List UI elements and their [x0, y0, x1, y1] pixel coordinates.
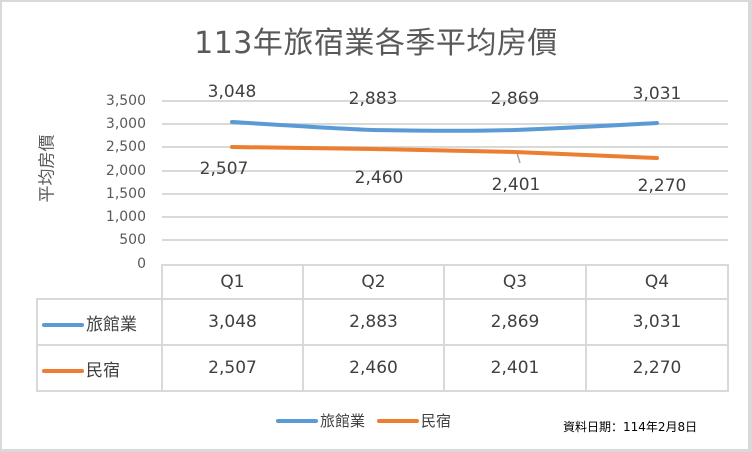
table-header-row: Q1 Q2 Q3 Q4 [37, 264, 729, 300]
source-note: 資料日期：114年2月8日 [563, 420, 698, 434]
table-row: 民宿 2,507 2,460 2,401 2,270 [36, 344, 729, 392]
data-label-bnb-q4: 2,270 [637, 176, 687, 196]
table-cell: 2,869 [443, 298, 587, 346]
table-cell: 2,507 [161, 344, 304, 392]
table-cell: 2,401 [443, 344, 587, 392]
data-table: Q1 Q2 Q3 Q4 旅館業 3,048 2,883 2,869 3,031 … [36, 264, 729, 392]
y-tick-500: 500 [119, 232, 146, 248]
table-row-label-bnb: 民宿 [36, 344, 163, 392]
table-cell: 3,048 [161, 298, 304, 346]
table-row: 旅館業 3,048 2,883 2,869 3,031 [36, 298, 729, 346]
table-header-q3: Q3 [443, 264, 587, 300]
legend-key-bnb-icon [42, 368, 84, 373]
table-row-label-text: 旅館業 [86, 314, 137, 335]
chart-title: 113年旅宿業各季平均房價 [194, 26, 558, 61]
series-line-hotel [230, 120, 659, 133]
data-label-hotel-q2: 2,883 [348, 89, 398, 109]
legend-item-bnb: 民宿 [377, 410, 451, 431]
legend-key-hotel-icon [42, 322, 84, 327]
legend-label-bnb: 民宿 [421, 412, 452, 430]
y-tick-1500: 1,500 [105, 186, 146, 202]
y-tick-3000: 3,000 [105, 116, 146, 132]
table-cell: 3,031 [585, 298, 729, 346]
leader-line [516, 152, 521, 164]
table-row-label-hotel: 旅館業 [36, 298, 163, 346]
data-label-hotel-q3: 2,869 [490, 89, 540, 109]
chart-legend: 旅館業 民宿 [276, 410, 451, 431]
table-cell: 2,460 [302, 344, 445, 392]
data-label-hotel-q4: 3,031 [632, 84, 682, 104]
table-row-label-text: 民宿 [86, 360, 120, 381]
table-header-q2: Q2 [302, 264, 445, 300]
y-tick-2000: 2,000 [105, 163, 146, 179]
series-line-bnb [230, 145, 659, 160]
table-header-q4: Q4 [585, 264, 729, 300]
y-tick-1000: 1,000 [105, 209, 146, 225]
legend-item-hotel: 旅館業 [276, 410, 365, 431]
table-corner [37, 265, 163, 300]
y-tick-0: 0 [137, 256, 146, 272]
table-cell: 2,270 [585, 344, 729, 392]
data-label-bnb-q3: 2,401 [491, 175, 541, 195]
legend-line-bnb-icon [377, 418, 420, 423]
y-tick-2500: 2,500 [105, 139, 146, 155]
y-tick-3500: 3,500 [105, 93, 146, 109]
table-cell: 2,883 [302, 298, 445, 346]
data-label-bnb-q2: 2,460 [354, 168, 404, 188]
data-label-hotel-q1: 3,048 [207, 82, 257, 102]
data-label-bnb-q1: 2,507 [199, 159, 249, 179]
legend-label-hotel: 旅館業 [320, 412, 366, 430]
table-header-q1: Q1 [161, 264, 304, 300]
legend-line-hotel-icon [276, 418, 318, 423]
